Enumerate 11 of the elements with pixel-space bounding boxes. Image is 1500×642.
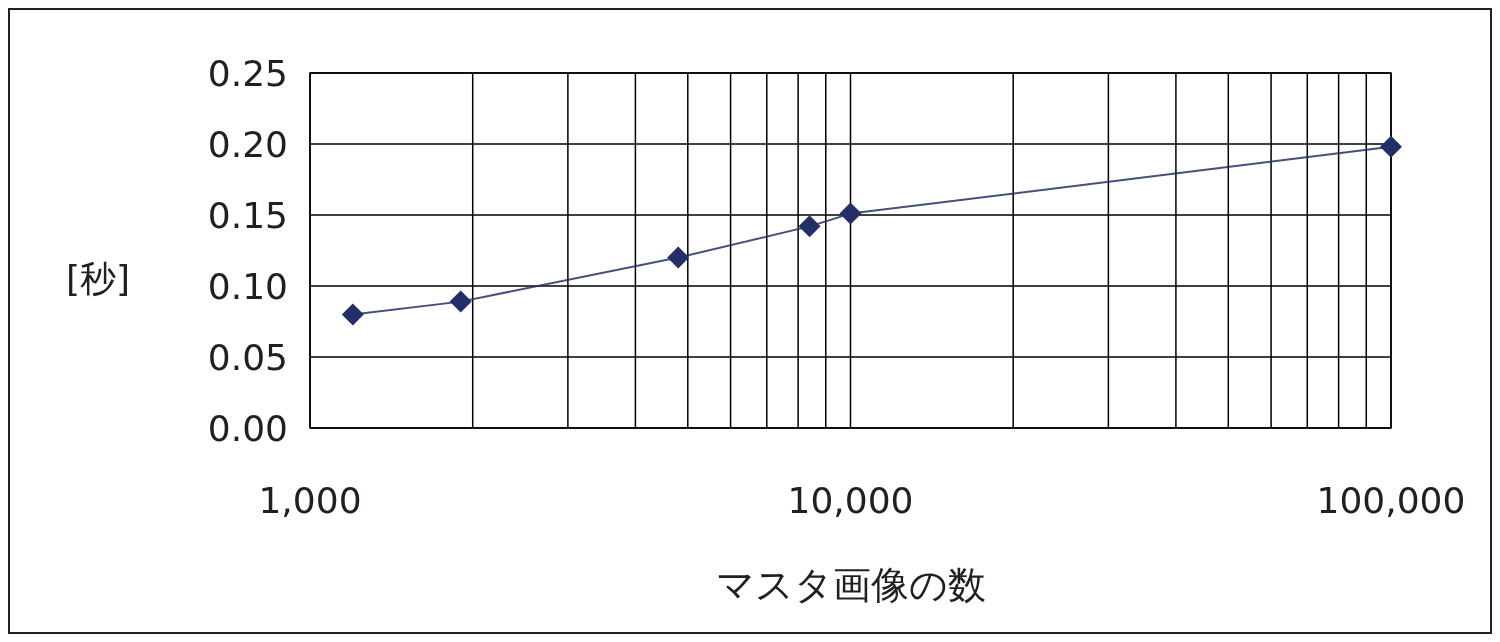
- y-axis-title: [秒]: [65, 257, 131, 299]
- y-tick-label: 0.05: [207, 336, 288, 378]
- x-axis-title: マスタ画像の数: [715, 563, 986, 607]
- y-tick-label: 0.10: [207, 265, 288, 307]
- y-tick-label: 0.20: [207, 123, 288, 165]
- x-tick-label: 100,000: [1316, 480, 1466, 521]
- y-tick-label: 0.25: [207, 52, 288, 94]
- x-tick-label: 10,000: [787, 480, 914, 521]
- y-tick-label: 0.15: [207, 194, 288, 236]
- x-tick-label: 1,000: [258, 480, 362, 521]
- y-tick-label: 0.00: [207, 407, 288, 449]
